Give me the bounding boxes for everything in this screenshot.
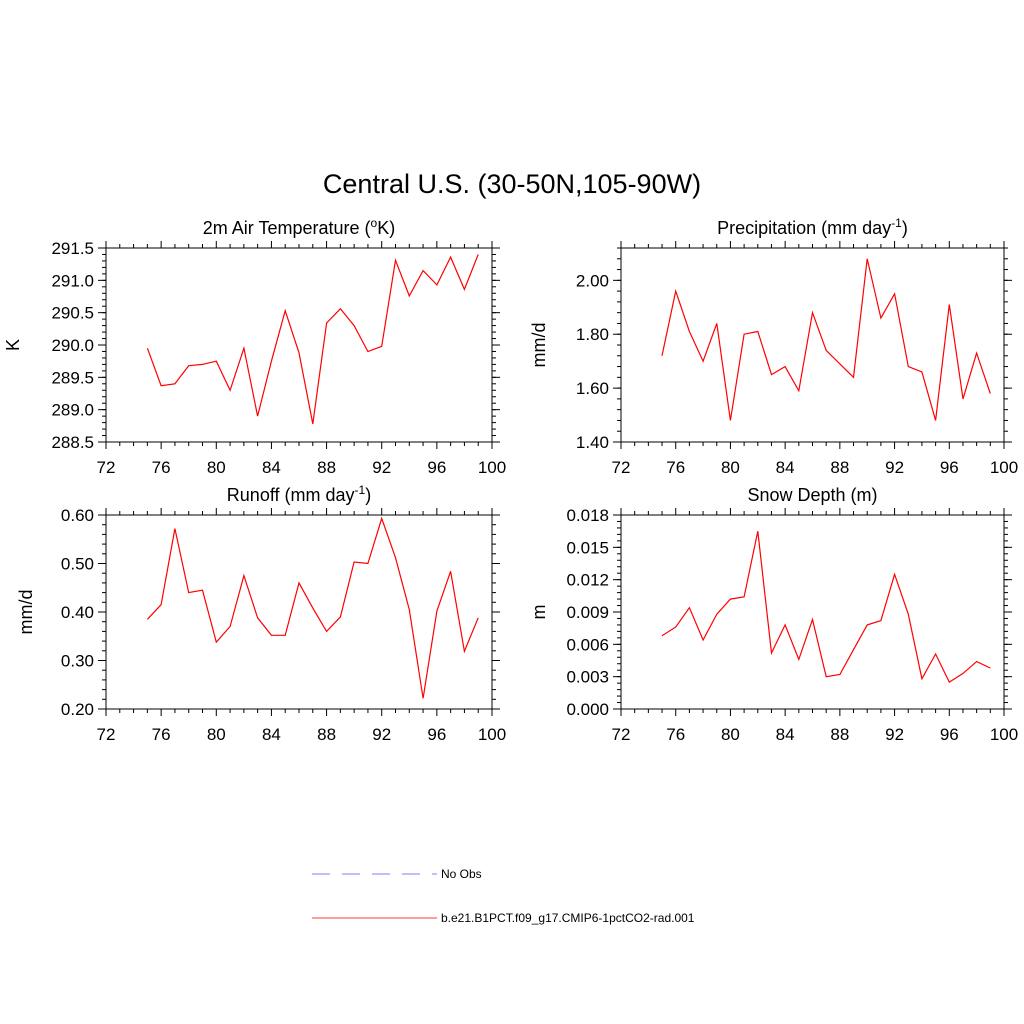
legend-label: No Obs <box>441 867 482 881</box>
y-tick-label: 1.80 <box>576 325 609 344</box>
series-line <box>146 516 479 699</box>
x-tick-label: 100 <box>478 458 506 477</box>
x-tick-label: 100 <box>478 725 506 744</box>
y-tick-label: 1.40 <box>576 433 609 452</box>
y-tick-label: 0.000 <box>566 700 609 719</box>
y-axis-label: mm/d <box>529 323 549 368</box>
y-tick-label: 0.012 <box>566 571 609 590</box>
y-tick-label: 0.60 <box>61 506 94 525</box>
legend-label: b.e21.B1PCT.f09_g17.CMIP6-1pctCO2-rad.00… <box>441 911 695 925</box>
x-tick-label: 80 <box>207 725 226 744</box>
panel-title: 2m Air Temperature (oK) <box>203 216 395 238</box>
y-axis-label: K <box>3 339 23 351</box>
x-tick-label: 92 <box>372 458 391 477</box>
plot-frame <box>105 514 493 710</box>
panel-0: 72 76 80 84 88 92 96 100 288.5 289.0 289.5 290.0 290… <box>3 216 506 477</box>
x-tick-label: 92 <box>885 725 904 744</box>
legend: No Obs b.e21.B1PCT.f09_g17.CMIP6-1pctCO2-… <box>312 867 695 925</box>
x-tick-label: 100 <box>990 725 1018 744</box>
x-tick-label: 100 <box>990 458 1018 477</box>
y-tick-label: 0.20 <box>61 700 94 719</box>
panel-2: 72 76 80 84 88 92 96 100 0.20 0.30 0.40 0.50 0.60 mm/… <box>16 483 506 744</box>
x-tick-label: 80 <box>721 725 740 744</box>
x-tick-label: 92 <box>372 725 391 744</box>
x-tick-label: 96 <box>427 725 446 744</box>
panel-title: Snow Depth (m) <box>747 485 877 505</box>
x-tick-label: 76 <box>152 725 171 744</box>
y-tick-label: 0.003 <box>566 668 609 687</box>
panel-3: 72 76 80 84 88 92 96 100 0.000 0.003 0.006 0.009 0.0… <box>529 485 1018 744</box>
x-tick-label: 76 <box>666 725 685 744</box>
x-tick-label: 84 <box>262 458 281 477</box>
y-tick-label: 288.5 <box>51 433 94 452</box>
x-tick-label: 92 <box>885 458 904 477</box>
x-tick-label: 96 <box>427 458 446 477</box>
x-tick-label: 88 <box>830 725 849 744</box>
plot-frame <box>620 514 1005 710</box>
x-tick-label: 88 <box>830 458 849 477</box>
y-axis-label: mm/d <box>16 590 36 635</box>
y-tick-label: 0.009 <box>566 603 609 622</box>
x-tick-label: 96 <box>940 458 959 477</box>
plot-frame <box>105 247 493 443</box>
y-tick-label: 289.0 <box>51 401 94 420</box>
plot-frame <box>620 247 1005 443</box>
y-tick-label: 0.006 <box>566 635 609 654</box>
x-tick-label: 72 <box>97 725 116 744</box>
panels: 72 76 80 84 88 92 96 100 288.5 289.0 289.5 290.0 290… <box>3 216 1018 744</box>
y-tick-label: 0.50 <box>61 555 94 574</box>
y-tick-label: 2.00 <box>576 271 609 290</box>
x-tick-label: 84 <box>262 725 281 744</box>
y-tick-label: 291.0 <box>51 271 94 290</box>
x-tick-label: 72 <box>612 725 631 744</box>
series-line <box>661 531 991 683</box>
y-tick-label: 290.0 <box>51 336 94 355</box>
x-tick-label: 84 <box>776 458 795 477</box>
y-tick-label: 0.40 <box>61 603 94 622</box>
x-tick-label: 88 <box>317 458 336 477</box>
panel-title: Runoff (mm day-1) <box>227 483 371 505</box>
x-tick-label: 96 <box>940 725 959 744</box>
x-tick-label: 84 <box>776 725 795 744</box>
series-line <box>146 254 479 425</box>
y-tick-label: 290.5 <box>51 304 94 323</box>
y-tick-label: 0.015 <box>566 538 609 557</box>
y-axis-label: m <box>529 605 549 620</box>
x-tick-label: 76 <box>152 458 171 477</box>
y-tick-label: 291.5 <box>51 239 94 258</box>
x-tick-label: 72 <box>97 458 116 477</box>
panel-title: Precipitation (mm day-1) <box>717 216 908 238</box>
x-tick-label: 88 <box>317 725 336 744</box>
y-tick-label: 1.60 <box>576 379 609 398</box>
y-tick-label: 0.018 <box>566 506 609 525</box>
y-tick-label: 289.5 <box>51 368 94 387</box>
y-tick-label: 0.30 <box>61 652 94 671</box>
x-tick-label: 80 <box>207 458 226 477</box>
series-line <box>661 258 991 421</box>
figure-title: Central U.S. (30-50N,105-90W) <box>323 169 701 199</box>
x-tick-label: 72 <box>612 458 631 477</box>
x-tick-label: 76 <box>666 458 685 477</box>
panel-1: 72 76 80 84 88 92 96 100 1.40 1.60 1.80 2.00 mm/d Pre… <box>529 216 1018 477</box>
x-tick-label: 80 <box>721 458 740 477</box>
